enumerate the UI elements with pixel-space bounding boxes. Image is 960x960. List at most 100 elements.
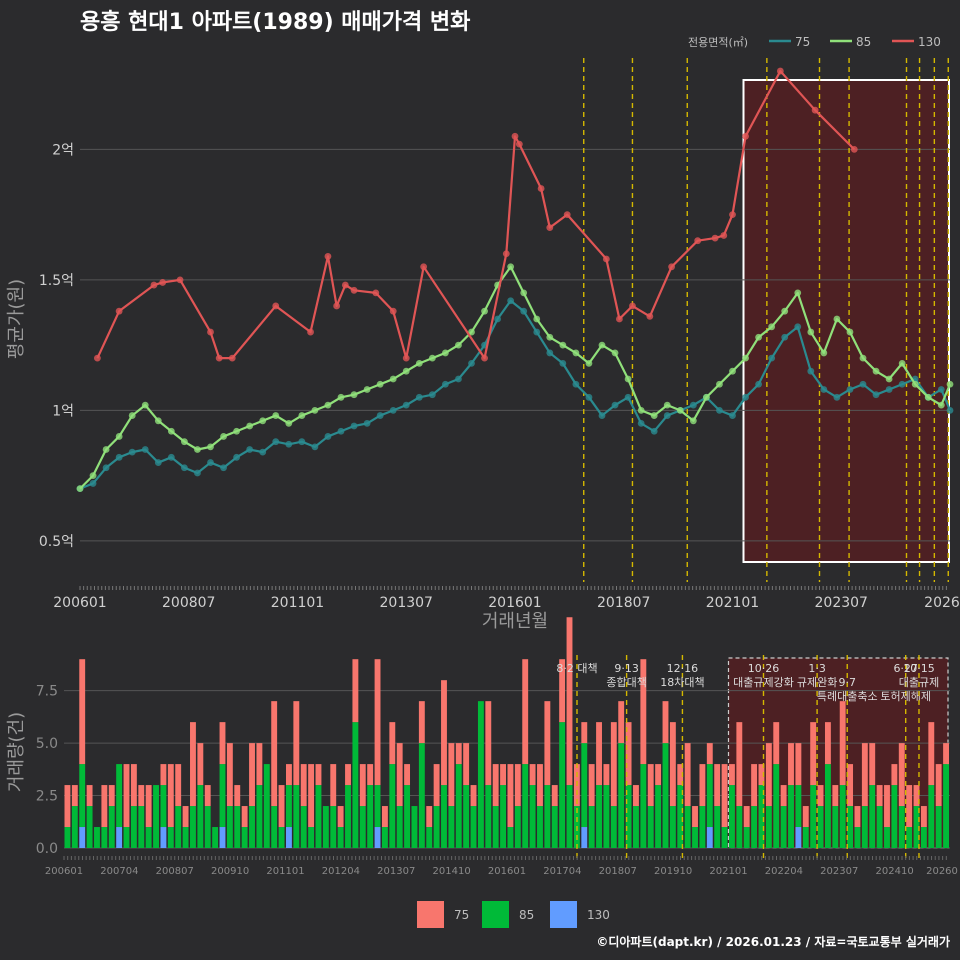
bar-85 <box>463 785 470 848</box>
data-point-75 <box>324 433 332 440</box>
bar-75 <box>396 743 403 807</box>
bar-85 <box>226 806 233 848</box>
bar-75 <box>876 785 883 807</box>
data-point-130 <box>420 263 428 271</box>
bar-75 <box>190 722 196 807</box>
bar-85 <box>662 743 669 848</box>
data-point-130 <box>341 281 349 289</box>
bar-75 <box>101 785 108 828</box>
bar-85 <box>153 785 159 848</box>
data-point-75 <box>181 464 188 472</box>
data-point-85 <box>794 289 802 297</box>
data-point-85 <box>676 406 684 414</box>
bar-75 <box>699 764 706 807</box>
bar-85 <box>758 785 765 848</box>
bar-75 <box>588 764 595 807</box>
bar-75 <box>884 785 890 828</box>
x-tick-label: 200807 <box>162 595 215 611</box>
y-tick-label: 1.5억 <box>39 273 74 289</box>
bar-85 <box>271 806 278 848</box>
bar-75 <box>906 785 913 828</box>
x-tick-label: 201910 <box>654 866 692 877</box>
credit-text: ©디아파트(dapt.kr) / 2026.01.23 / 자료=국토교통부 실… <box>596 935 950 949</box>
bar-75 <box>544 701 551 786</box>
data-point-75 <box>494 315 501 323</box>
bar-85 <box>337 827 344 848</box>
x-tick-label: 201601 <box>488 595 541 611</box>
x-tick-label: 202204 <box>765 866 803 877</box>
bar-85 <box>559 722 566 848</box>
price-chart: 0.5억 1억 1.5억 2억 200601 200807 201101 201307 2016… <box>6 35 960 632</box>
data-point-75 <box>507 297 515 305</box>
bar-85 <box>123 827 130 848</box>
data-point-75 <box>233 453 241 461</box>
data-point-75 <box>533 328 541 336</box>
bar-85 <box>359 806 366 848</box>
bar-75 <box>566 617 573 786</box>
bar-75 <box>684 743 691 807</box>
bar-85 <box>795 785 802 828</box>
bar-85 <box>286 785 292 828</box>
bar-75 <box>832 785 839 807</box>
data-point-130 <box>546 224 554 232</box>
bar-75 <box>448 743 455 807</box>
bar-75 <box>581 722 588 744</box>
data-point-85 <box>533 315 541 323</box>
data-point-130 <box>228 354 236 362</box>
data-point-130 <box>616 315 623 323</box>
data-point-130 <box>850 145 858 153</box>
bar-75 <box>706 743 713 765</box>
bar-75 <box>352 659 359 723</box>
data-point-75 <box>455 375 462 383</box>
bar-75 <box>64 785 71 828</box>
data-point-85 <box>846 328 854 336</box>
data-point-85 <box>872 367 880 375</box>
bar-85 <box>79 764 86 828</box>
data-point-85 <box>154 417 162 425</box>
bar-75 <box>86 785 93 807</box>
data-point-75 <box>768 354 776 362</box>
bar-75 <box>219 722 226 765</box>
bar-85 <box>529 785 536 848</box>
bar-75 <box>278 785 285 828</box>
policy-label: 1·3 <box>808 662 826 675</box>
x-tick-label: 201307 <box>377 866 415 877</box>
data-point-85 <box>637 406 645 414</box>
y-tick-label: 7.5 <box>36 684 58 700</box>
bar-85 <box>138 806 145 848</box>
data-point-85 <box>272 412 280 419</box>
bar-75 <box>485 701 492 786</box>
bar-85 <box>404 785 411 848</box>
x-tick-label: 201704 <box>543 866 581 877</box>
bar-75 <box>286 764 292 786</box>
data-point-75 <box>428 391 436 399</box>
bar-75 <box>898 743 905 807</box>
data-point-85 <box>246 422 254 430</box>
bar-75 <box>537 764 543 807</box>
bar-75 <box>463 743 470 786</box>
data-point-130 <box>511 132 519 140</box>
policy-label: 9·13 <box>614 662 639 675</box>
bar-85 <box>352 722 359 848</box>
bar-130 <box>374 827 381 848</box>
data-point-130 <box>350 286 358 294</box>
data-point-85 <box>455 341 462 349</box>
bar-75 <box>79 659 86 765</box>
data-point-85 <box>76 485 84 493</box>
y-tick-label: 1억 <box>52 403 74 419</box>
data-point-130 <box>720 232 728 239</box>
bar-130 <box>706 827 713 848</box>
bar-85 <box>219 764 226 828</box>
data-point-75 <box>781 333 789 341</box>
bar-85 <box>625 785 632 848</box>
policy-label: 종합대책 <box>606 676 646 689</box>
data-point-85 <box>946 380 954 388</box>
bar-130 <box>160 827 167 848</box>
data-point-75 <box>716 406 723 414</box>
data-point-75 <box>820 386 828 393</box>
bar-85 <box>145 827 152 848</box>
policy-label: 10·26 <box>748 662 780 675</box>
data-point-75 <box>141 446 149 453</box>
y-axis-label: 거래량(건) <box>6 712 27 792</box>
data-point-85 <box>285 420 293 427</box>
